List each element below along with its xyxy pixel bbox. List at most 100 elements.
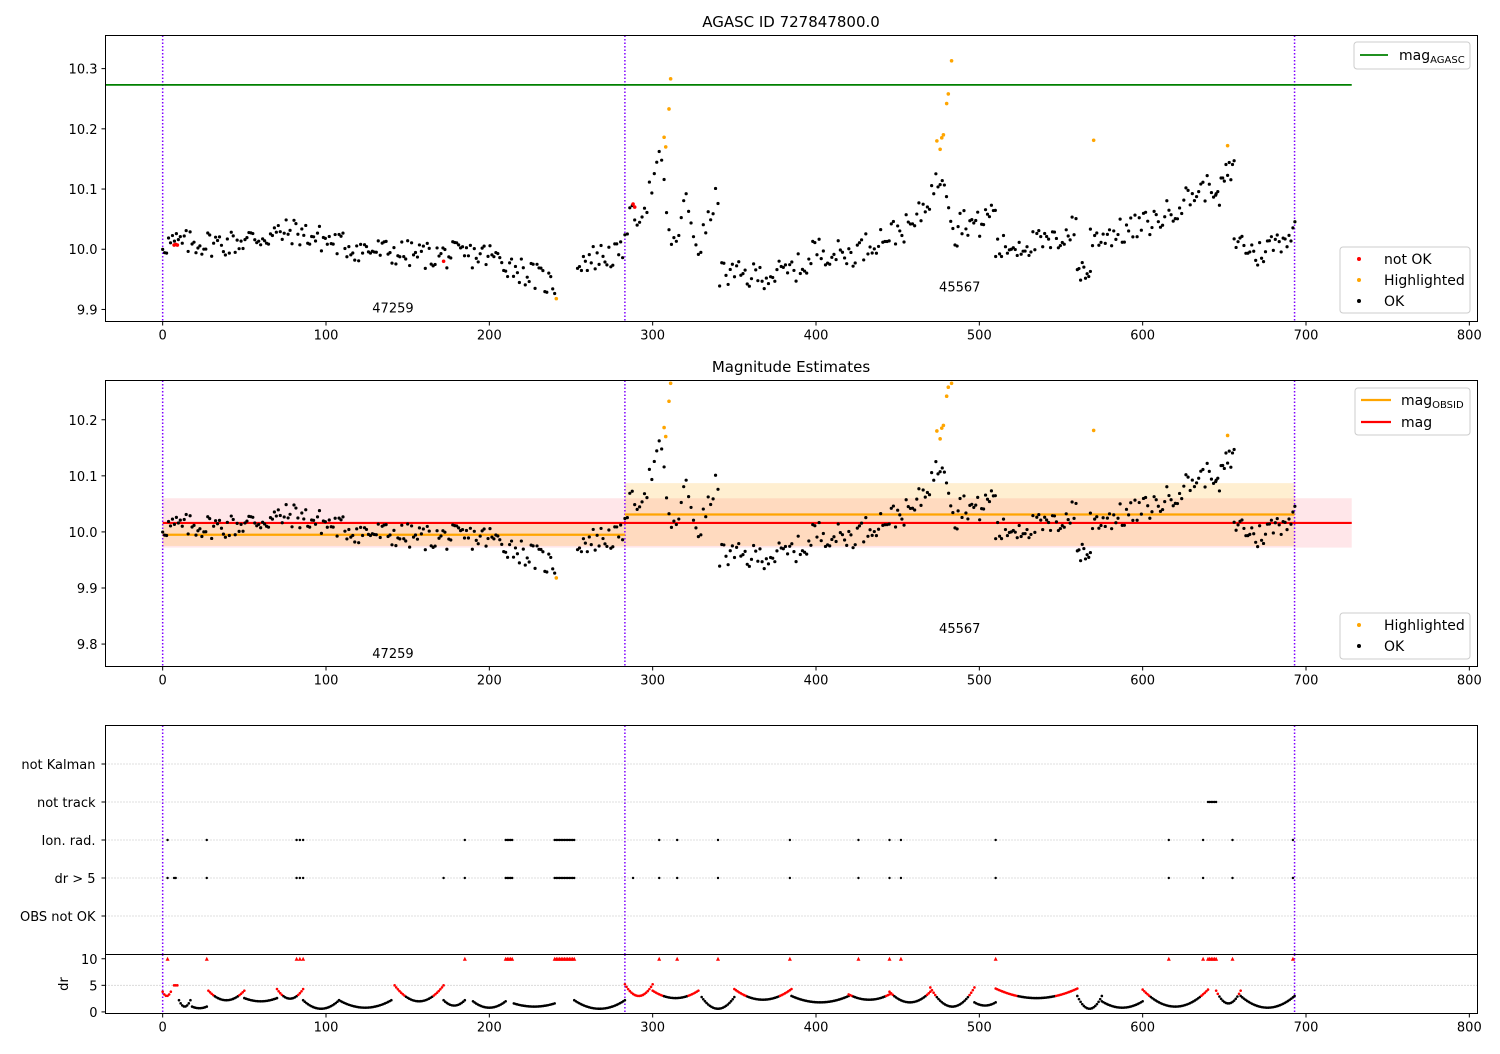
panel2-ok-point: [642, 492, 647, 496]
panel1-legend-marker: [1357, 299, 1361, 303]
panel2-ok-point: [944, 481, 949, 485]
panel1-ok-point: [1023, 249, 1027, 253]
panel2-ok-point: [1082, 546, 1086, 551]
panel2-ok-point: [423, 548, 427, 552]
panel2-ok-point: [684, 478, 688, 482]
panel2-ok-point: [504, 550, 508, 554]
panel2-ok-point: [619, 523, 623, 527]
panel2-ok-point: [1165, 485, 1169, 489]
panel2-ok-point: [470, 547, 474, 551]
panel1-ytick-label: 10.3: [69, 63, 98, 78]
panel2-ok-point: [284, 503, 288, 507]
panel1-ok-point: [1088, 269, 1092, 274]
flag-point: [658, 876, 661, 880]
panel1-ok-point: [1240, 234, 1244, 238]
panel2-ok-point: [1261, 541, 1266, 546]
panel2-ok-point: [1227, 449, 1231, 453]
panel1-ok-point: [585, 268, 589, 273]
dr-overflow-marker: [716, 956, 720, 961]
dr-point: [435, 991, 439, 994]
dr-point: [702, 997, 705, 1001]
panel2-ok-point: [539, 547, 543, 552]
dr-point: [390, 998, 393, 1002]
panel1-ok-point: [1033, 248, 1037, 252]
panel1-ok-point: [1194, 194, 1199, 199]
panel2-ok-point: [662, 465, 666, 469]
panel1-ok-point: [235, 238, 239, 242]
panel2-ok-point: [411, 535, 416, 539]
panel2-ok-point: [900, 517, 904, 521]
panel1-ok-point: [425, 241, 429, 245]
panel1-ok-point: [166, 236, 171, 240]
panel2-ok-point: [468, 526, 472, 530]
panel1-ok-point: [607, 245, 611, 249]
panel2-ok-point: [172, 522, 177, 526]
panel1-ok-point: [262, 239, 267, 243]
panel1-ok-point: [196, 246, 200, 250]
panel1-ok-point: [1058, 244, 1062, 248]
panel2-ok-point: [650, 477, 654, 482]
panel2-ok-point: [1250, 526, 1254, 530]
dr-xtick-label: 800: [1457, 1021, 1482, 1036]
panel2-ok-point: [754, 549, 758, 553]
panel2-ok-point: [1035, 515, 1039, 519]
panel1-ok-point: [773, 279, 777, 283]
panel1-ok-point: [345, 255, 349, 259]
panel1-ok-point: [726, 282, 730, 287]
panel2-ok-point: [790, 542, 794, 546]
panel1-ok-point: [936, 185, 940, 189]
panel2-ok-point: [674, 522, 678, 527]
panel1-ok-point: [645, 210, 649, 215]
dr-frame: [105, 954, 1478, 1014]
dr-point: [649, 985, 653, 989]
panel2-ok-point: [1229, 465, 1233, 469]
panel2-ok-point: [689, 505, 693, 510]
panel1-ok-point: [794, 279, 798, 283]
panel2-ok-point: [535, 544, 539, 548]
panel1-ok-point: [409, 241, 414, 245]
panel1-obsid-label: 47259: [372, 301, 413, 316]
panel1-ok-point: [468, 243, 472, 247]
panel1-ok-point: [200, 252, 204, 256]
panel1-legend-top: magAGASC: [1353, 41, 1471, 70]
dr-point: [1095, 1002, 1099, 1006]
panel1-highlighted-point: [949, 58, 954, 63]
panel2-ok-point: [1154, 498, 1158, 502]
dr-point: [733, 995, 736, 999]
panel1-ok-point: [1160, 223, 1165, 227]
panel2-ok-point: [1201, 467, 1205, 472]
panel1-ok-point: [223, 253, 227, 257]
panel1-highlighted-point: [663, 145, 668, 149]
panel1-ok-point: [840, 250, 845, 254]
panel1-ytick-label: 10.2: [69, 123, 98, 138]
panel1-ok-point: [504, 269, 508, 273]
panel2-ok-point: [221, 532, 226, 536]
panel1-ok-point: [506, 274, 510, 279]
panel1-ok-point: [1103, 241, 1107, 245]
panel1-ok-point: [1167, 208, 1171, 212]
panel2-ok-point: [1190, 478, 1194, 482]
dr-xtick-label: 200: [477, 1021, 502, 1036]
panel1-ok-point: [677, 233, 681, 238]
panel2-ok-point: [1017, 523, 1021, 528]
panel2-ok-point: [315, 515, 320, 519]
panel1-ok-point: [915, 212, 919, 216]
panel2-highlighted-point: [1091, 428, 1096, 433]
panel2-ok-point: [486, 536, 490, 541]
panel1-ok-point: [302, 233, 306, 237]
panel2-ok-point: [743, 549, 747, 553]
panel1-ok-point: [1163, 215, 1167, 219]
panel1-ok-point: [741, 272, 745, 276]
panel2-ok-point: [323, 520, 327, 524]
panel1-ok-point: [838, 248, 842, 252]
flag-point: [205, 838, 208, 842]
panel2-ok-point: [178, 518, 182, 522]
dr-point: [504, 999, 507, 1003]
panel2-ok-point: [533, 566, 537, 570]
panel1-ok-point: [376, 239, 380, 243]
panel1-ok-point: [851, 264, 855, 268]
panel2-highlighted-point: [667, 399, 671, 404]
panel2-ok-point: [1163, 500, 1167, 504]
panel1-ok-point: [1258, 241, 1262, 245]
panel2-ok-point: [966, 517, 970, 521]
